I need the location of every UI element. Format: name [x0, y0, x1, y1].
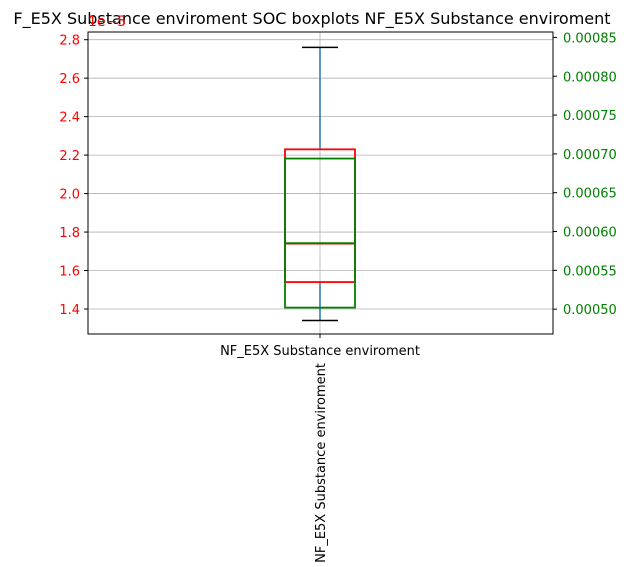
- left-y-tick-label: 1.8: [59, 226, 80, 241]
- x-axis-rotated-label: NF_E5X Substance enviroment: [314, 363, 329, 563]
- left-y-tick-label: 2.0: [59, 188, 80, 203]
- right-y-tick-label: 0.00065: [563, 187, 617, 202]
- left-y-tick-label: 2.4: [59, 111, 80, 126]
- x-tick-label: NF_E5X Substance enviroment: [220, 344, 420, 359]
- right-y-tick-label: 0.00060: [563, 226, 617, 241]
- left-y-tick-label: 1.6: [59, 265, 80, 280]
- right-y-tick-label: 0.00070: [563, 148, 617, 163]
- right-y-tick-label: 0.00050: [563, 303, 617, 318]
- left-y-tick-label: 2.2: [59, 149, 80, 164]
- chart-title: F_E5X Substance enviroment SOC boxplots …: [13, 9, 610, 29]
- left-y-tick-label: 2.6: [59, 72, 80, 87]
- boxes: [284, 46, 356, 322]
- right-y-tick-label: 0.00080: [563, 70, 617, 85]
- right-series-box: [284, 157, 356, 309]
- right-y-tick-label: 0.00075: [563, 109, 617, 124]
- left-y-tick-label: 1.4: [59, 303, 80, 318]
- left-y-tick-label: 2.8: [59, 34, 80, 49]
- right-y-tick-label: 0.00055: [563, 264, 617, 279]
- left-axis-offset-text: 1e−5: [88, 14, 126, 30]
- axes: 1.4 1.6 1.8 2.0 2.2 2.4 2.6 2.8 0.00050 0.00055 0.…: [59, 31, 617, 338]
- right-y-tick-label: 0.00085: [563, 31, 617, 46]
